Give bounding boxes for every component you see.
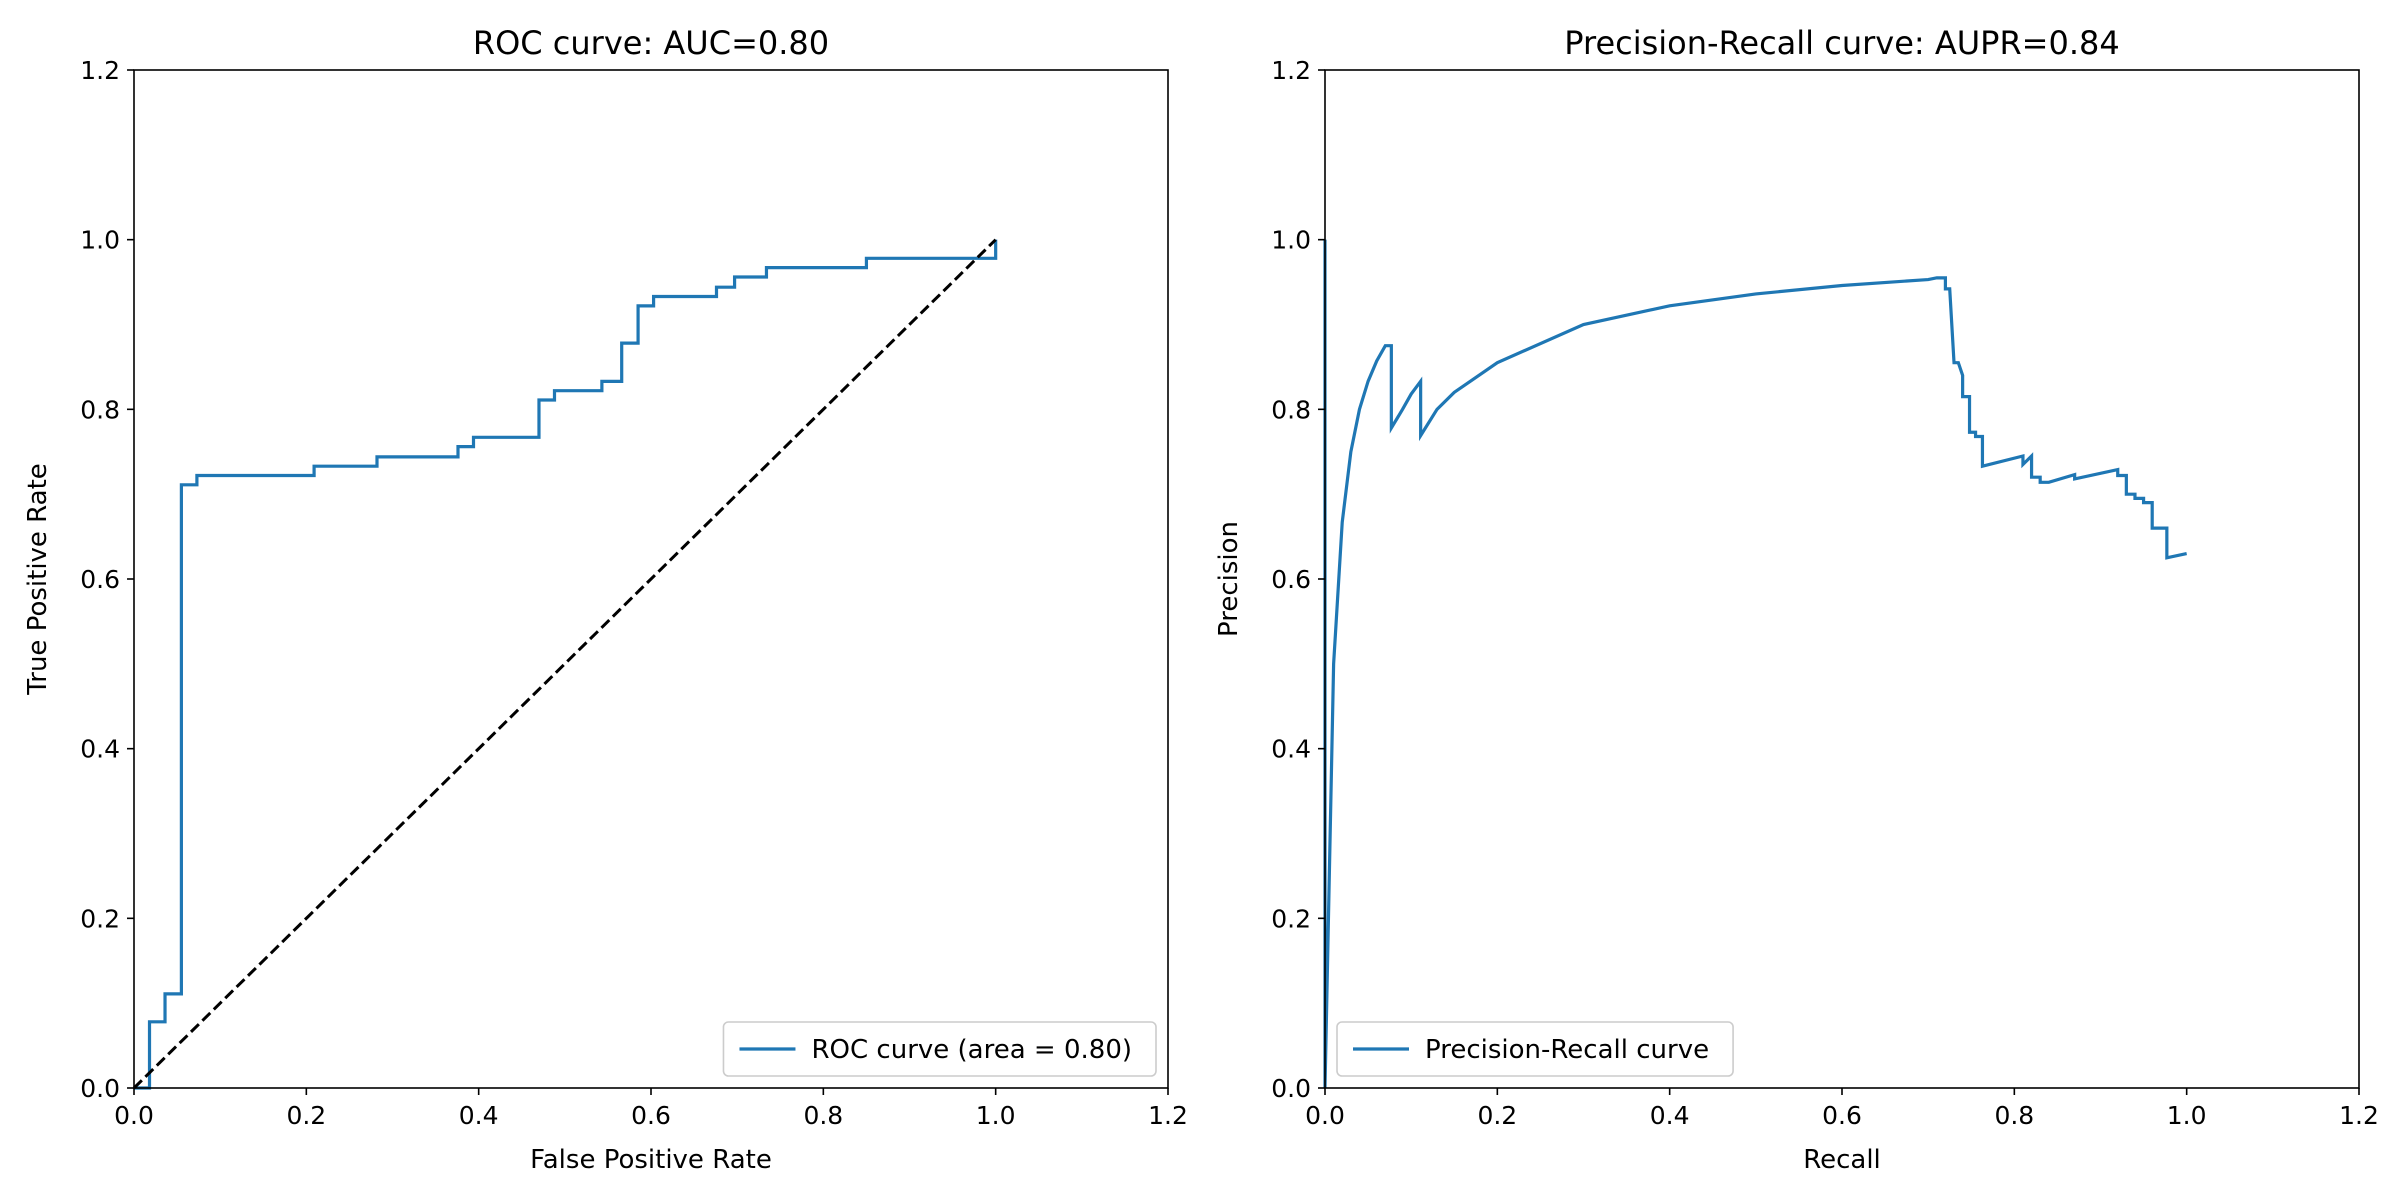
roc-panel: 0.0 0.2 0.4 0.6 0.8 1.0 1.2 0.0 0.2 0.4 0.6 0.8 1.0 1… xyxy=(23,24,1188,1175)
roc-x-axis-label: False Positive Rate xyxy=(530,1145,772,1175)
roc-xtick-label: 1.0 xyxy=(976,1101,1016,1130)
pr-ytick-label: 0.0 xyxy=(1271,1074,1311,1103)
roc-series-1-diagonal-line xyxy=(132,238,997,1090)
roc-ytick-label: 1.0 xyxy=(80,226,120,255)
roc-series-0-curve xyxy=(134,239,998,1090)
pr-xtick-label: 0.0 xyxy=(1305,1101,1345,1130)
pr-ytick-label: 1.2 xyxy=(1271,56,1311,85)
pr-xtick-label: 1.2 xyxy=(2339,1101,2379,1130)
pr-xtick-label: 1.0 xyxy=(2167,1101,2207,1130)
roc-ytick-label: 0.6 xyxy=(80,565,120,594)
roc-chart-title: ROC curve: AUC=0.80 xyxy=(473,24,829,62)
pr-legend: Precision-Recall curve xyxy=(1336,1021,1734,1077)
pr-y-axis-label: Precision xyxy=(1214,521,1244,637)
pr-xtick-label: 0.6 xyxy=(1822,1101,1862,1130)
pr-ytick-label: 0.2 xyxy=(1271,904,1311,933)
roc-ytick-label: 0.8 xyxy=(80,395,120,424)
roc-legend-label: ROC curve (area = 0.80) xyxy=(811,1035,1132,1065)
roc-ytick-label: 0.0 xyxy=(80,1074,120,1103)
pr-xtick-label: 0.2 xyxy=(1477,1101,1517,1130)
roc-legend: ROC curve (area = 0.80) xyxy=(722,1021,1157,1077)
pr-x-axis-label: Recall xyxy=(1803,1145,1881,1175)
roc-xtick-label: 0.8 xyxy=(803,1101,843,1130)
roc-xtick-label: 0.4 xyxy=(459,1101,499,1130)
roc-xtick-label: 1.2 xyxy=(1148,1101,1188,1130)
pr-ytick-label: 1.0 xyxy=(1271,226,1311,255)
roc-legend-box xyxy=(722,1021,1157,1077)
pr-legend-box xyxy=(1336,1021,1734,1077)
pr-chart-title: Precision-Recall curve: AUPR=0.84 xyxy=(1564,24,2119,62)
roc-xtick-label: 0.0 xyxy=(114,1101,154,1130)
pr-series-0-curve xyxy=(1323,239,2188,1089)
pr-xtick-label: 0.4 xyxy=(1650,1101,1690,1130)
pr-legend-label: Precision-Recall curve xyxy=(1425,1035,1709,1065)
pr-xtick-label: 0.8 xyxy=(1994,1101,2034,1130)
roc-ytick-label: 0.4 xyxy=(80,735,120,764)
roc-xtick-label: 0.2 xyxy=(286,1101,326,1130)
roc-y-axis-label: True Positive Rate xyxy=(23,463,53,696)
roc-ytick-label: 0.2 xyxy=(80,904,120,933)
pr-ytick-label: 0.4 xyxy=(1271,735,1311,764)
roc-xtick-label: 0.6 xyxy=(631,1101,671,1130)
pr-ytick-label: 0.6 xyxy=(1271,565,1311,594)
pr-ytick-label: 0.8 xyxy=(1271,395,1311,424)
roc-ytick-label: 1.2 xyxy=(80,56,120,85)
pr-panel: 0.0 0.2 0.4 0.6 0.8 1.0 1.2 0.0 0.2 0.4 0.6 0.8 1.0 1… xyxy=(1214,24,2379,1175)
